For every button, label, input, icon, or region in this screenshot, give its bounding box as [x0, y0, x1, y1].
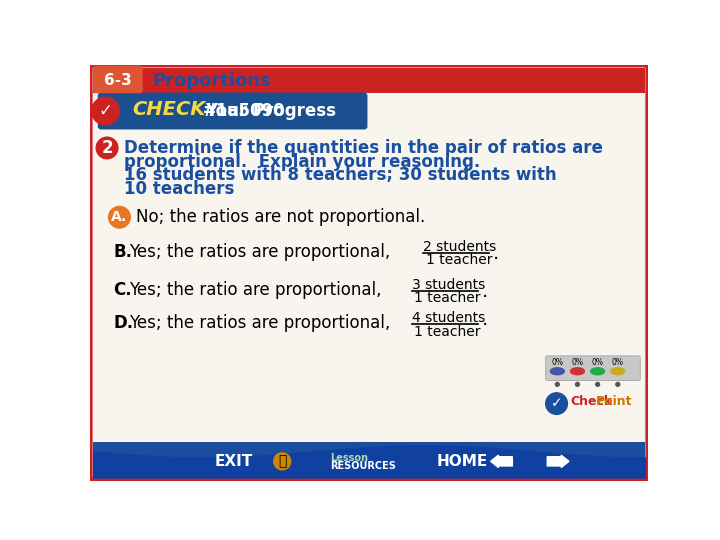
Bar — [93, 442, 645, 477]
Ellipse shape — [611, 368, 625, 375]
Text: ✓: ✓ — [551, 396, 562, 410]
FancyBboxPatch shape — [98, 92, 367, 130]
Text: .: . — [482, 282, 487, 301]
Text: proportional.  Explain your reasoning.: proportional. Explain your reasoning. — [124, 153, 480, 171]
Text: RESOURCES: RESOURCES — [330, 461, 396, 471]
Text: A.: A. — [112, 210, 127, 224]
Text: 3 students: 3 students — [412, 278, 485, 292]
Text: 0%: 0% — [592, 357, 603, 367]
Text: 0%: 0% — [572, 357, 583, 367]
Text: Proportions: Proportions — [152, 72, 271, 90]
FancyArrow shape — [547, 455, 569, 468]
Text: #1a5090: #1a5090 — [202, 102, 285, 120]
Text: D.: D. — [113, 314, 133, 332]
Text: HOME: HOME — [436, 454, 487, 469]
Text: Yes; the ratio are proportional,: Yes; the ratio are proportional, — [129, 281, 382, 299]
Text: 6-3: 6-3 — [104, 73, 132, 89]
Text: 0%: 0% — [552, 357, 563, 367]
Text: 1 teacher: 1 teacher — [426, 253, 492, 267]
Circle shape — [274, 453, 291, 470]
Text: 1 teacher: 1 teacher — [414, 291, 480, 305]
Bar — [93, 68, 645, 92]
Text: EXIT: EXIT — [215, 454, 253, 469]
Ellipse shape — [570, 368, 585, 375]
Text: 🌐: 🌐 — [278, 454, 287, 468]
Text: 16 students with 8 teachers; 30 students with: 16 students with 8 teachers; 30 students… — [124, 166, 557, 185]
Text: ✓: ✓ — [99, 102, 112, 120]
Text: Lesson: Lesson — [330, 453, 368, 463]
Text: 10 teachers: 10 teachers — [124, 180, 235, 198]
Text: B.: B. — [113, 243, 132, 261]
FancyBboxPatch shape — [546, 356, 640, 381]
Text: 4 students: 4 students — [412, 311, 485, 325]
Text: 2 students: 2 students — [423, 240, 497, 253]
Text: .: . — [482, 310, 487, 329]
FancyArrow shape — [490, 455, 513, 468]
Circle shape — [555, 382, 559, 386]
Circle shape — [109, 206, 130, 228]
Text: C.: C. — [113, 281, 132, 299]
Text: No; the ratios are not proportional.: No; the ratios are not proportional. — [137, 208, 426, 226]
FancyBboxPatch shape — [93, 65, 143, 93]
Text: CHECK: CHECK — [132, 100, 206, 119]
Circle shape — [616, 382, 620, 386]
Text: 1 teacher: 1 teacher — [414, 325, 480, 339]
Circle shape — [546, 393, 567, 414]
Ellipse shape — [590, 368, 605, 375]
Text: Determine if the quantities in the pair of ratios are: Determine if the quantities in the pair … — [124, 139, 603, 157]
Text: Yes; the ratios are proportional,: Yes; the ratios are proportional, — [129, 243, 390, 261]
Text: Check: Check — [570, 395, 613, 408]
FancyBboxPatch shape — [89, 63, 649, 482]
Circle shape — [91, 97, 120, 125]
Ellipse shape — [550, 368, 564, 375]
Text: 2: 2 — [102, 139, 113, 157]
Circle shape — [595, 382, 600, 386]
Text: .: . — [493, 244, 499, 263]
Text: 0%: 0% — [612, 357, 624, 367]
Text: Point: Point — [596, 395, 633, 408]
Text: Your Progress: Your Progress — [204, 102, 336, 120]
Circle shape — [575, 382, 580, 386]
Text: Yes; the ratios are proportional,: Yes; the ratios are proportional, — [129, 314, 390, 332]
Circle shape — [96, 137, 118, 159]
